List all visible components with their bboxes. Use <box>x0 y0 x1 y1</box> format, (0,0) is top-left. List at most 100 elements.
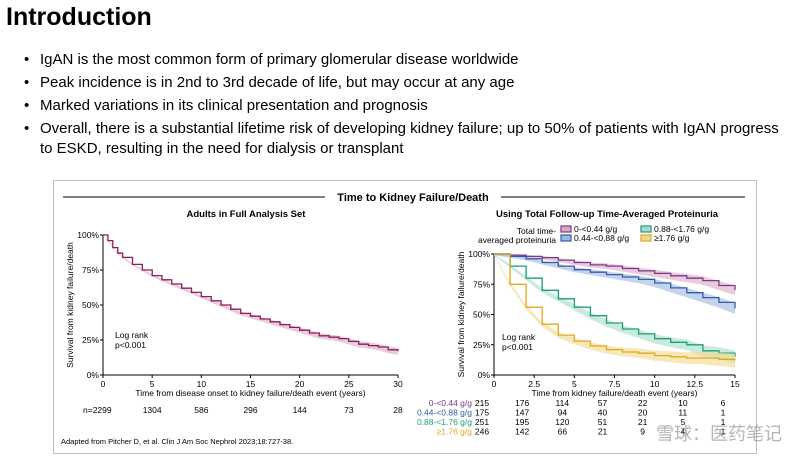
panel1-x-tick-label: 0 <box>101 379 106 389</box>
panel2-survival-curve <box>494 253 736 309</box>
panel2-legend-label: 0.44-<0.88 g/g <box>574 233 629 243</box>
panel2-x-tick-label: 0 <box>492 379 497 389</box>
panel2-x-tick-label: 15 <box>730 379 740 389</box>
panel2-title: Using Total Follow-up Time-Averaged Prot… <box>496 209 719 220</box>
panel2-y-tick-label: 0% <box>478 370 491 380</box>
panel2-risk-value: 195 <box>515 417 529 427</box>
panel2-risk-value: 57 <box>598 398 608 408</box>
panel1-risk-value: 144 <box>293 405 307 415</box>
kaplan-meier-figure: Time to Kidney Failure/Death Adapted from… <box>61 192 745 446</box>
panel2-risk-value: 1 <box>721 427 726 437</box>
panel1-y-tick-label: 50% <box>82 300 99 310</box>
panel2-y-tick-label: 75% <box>473 279 490 289</box>
panel2-risk-value: 94 <box>558 408 568 418</box>
panel1-x-tick-label: 10 <box>197 379 207 389</box>
panel2-risk-value: 176 <box>515 398 529 408</box>
panel2-x-tick-label: 12.5 <box>687 379 704 389</box>
panel2-x-tick-label: 10 <box>650 379 660 389</box>
panel2-y-tick-label: 25% <box>473 340 490 350</box>
panel2-risk-value: 142 <box>515 427 529 437</box>
panel2-x-tick-label: 5 <box>572 379 577 389</box>
panel1-ci-band <box>103 235 398 355</box>
panel1-survival-curve <box>103 234 399 352</box>
panel2-logrank-label: Log rank <box>502 332 536 342</box>
panel2-legend-swatch <box>640 225 652 233</box>
panel2-y-tick-label: 100% <box>468 249 490 259</box>
panel2-risk-value: 215 <box>475 398 489 408</box>
panel1-x-tick-label: 30 <box>393 379 403 389</box>
panel2-legend-title: Total time- <box>517 226 556 236</box>
bullet-item: Overall, there is a substantial lifetime… <box>24 119 794 159</box>
panel2-risk-value: 5 <box>680 417 685 427</box>
panel1-risk-value: 1304 <box>143 405 162 415</box>
panel2-risk-value: 1 <box>721 417 726 427</box>
panel2-risk-value: 175 <box>475 408 489 418</box>
panel2-y-axis-label: Survival from kidney failure/death <box>456 251 466 377</box>
figure-frame <box>53 180 757 454</box>
bullet-item: IgAN is the most common form of primary … <box>24 50 794 70</box>
panel2-risk-value: 147 <box>515 408 529 418</box>
panel1-risk-value: 296 <box>243 405 257 415</box>
panel1-pvalue-label: p<0.001 <box>115 340 146 350</box>
panel2-risk-value: 114 <box>556 398 570 408</box>
panel2-x-tick-label: 7.5 <box>609 379 621 389</box>
panel1-x-tick-label: 15 <box>246 379 256 389</box>
panel1-y-axis-label: Survival from kidney failure/death <box>65 242 75 368</box>
panel1-x-tick-label: 25 <box>344 379 354 389</box>
bullet-item: Peak incidence is in 2nd to 3rd decade o… <box>24 73 794 93</box>
panel2-legend-swatch <box>560 225 572 233</box>
panel2-legend-swatch <box>640 234 652 242</box>
panel1-logrank-label: Log rank <box>115 330 149 340</box>
panel2-risk-value: 120 <box>555 417 569 427</box>
panel2-ci-band <box>494 254 735 296</box>
panel2-risk-value: 20 <box>638 408 648 418</box>
panel2-risk-value: 6 <box>721 398 726 408</box>
panel2-risk-value: 9 <box>640 427 645 437</box>
panel1-x-tick-label: 5 <box>150 379 155 389</box>
panel1-y-tick-label: 100% <box>77 230 99 240</box>
panel1-risk-value: 28 <box>393 405 403 415</box>
panel2-survival-curve <box>494 253 736 361</box>
panel1-x-axis-label: Time from disease onset to kidney failur… <box>135 388 365 398</box>
panel2-pvalue-label: p<0.001 <box>502 342 533 352</box>
panel2-legend-swatch <box>560 234 572 242</box>
panel1-risk-value: 586 <box>194 405 208 415</box>
panel2-survival-curve <box>494 253 736 357</box>
panel2-risk-label: 0-<0.44 g/g <box>429 398 473 408</box>
panel2-risk-value: 51 <box>598 417 608 427</box>
panel2-risk-value: 21 <box>598 427 608 437</box>
panel2-risk-value: 4 <box>680 427 685 437</box>
panel2-risk-value: 66 <box>558 427 568 437</box>
bullet-item: Marked variations in its clinical presen… <box>24 96 794 116</box>
panel2-risk-value: 10 <box>678 398 688 408</box>
panel1-x-tick-label: 20 <box>295 379 305 389</box>
panel2-risk-value: 21 <box>638 417 648 427</box>
slide-title: Introduction <box>6 3 152 31</box>
panel2-risk-value: 251 <box>475 417 489 427</box>
panel2-risk-value: 1 <box>721 408 726 418</box>
panel2-ci-band <box>494 254 735 368</box>
figure-title: Time to Kidney Failure/Death <box>337 192 489 204</box>
panel2-risk-label: 0.44-<0.88 g/g <box>417 408 472 418</box>
panel2-x-axis-label: Time from kidney failure/death event (ye… <box>532 388 698 398</box>
panel1-title: Adults in Full Analysis Set <box>187 209 307 220</box>
panel2-legend-label: 0.88-<1.76 g/g <box>654 224 709 234</box>
panel2-y-tick-label: 50% <box>473 310 490 320</box>
panel2-risk-value: 11 <box>678 408 687 418</box>
watermark: 雪球：医药笔记 <box>656 424 782 444</box>
panel2-survival-curve <box>494 253 736 291</box>
panel2-risk-value: 22 <box>638 398 648 408</box>
panel2-legend-title: averaged proteinuria <box>478 235 556 245</box>
panel2-ci-band <box>494 254 735 364</box>
bullet-list: IgAN is the most common form of primary … <box>24 50 794 162</box>
panel1-y-tick-label: 0% <box>87 370 100 380</box>
panel2-risk-value: 40 <box>598 408 608 418</box>
panel1-y-tick-label: 25% <box>82 335 99 345</box>
panel2-risk-label: ≥1.76 g/g <box>437 427 473 437</box>
panel1-risk-value: 73 <box>344 405 354 415</box>
panel2-x-tick-label: 2.5 <box>528 379 540 389</box>
panel2-risk-value: 246 <box>475 427 489 437</box>
panel1-y-tick-label: 75% <box>82 265 99 275</box>
figure-citation: Adapted from Pitcher D, et al. Clin J Am… <box>61 437 293 446</box>
panel1-risk-label: n=2299 <box>83 405 112 415</box>
